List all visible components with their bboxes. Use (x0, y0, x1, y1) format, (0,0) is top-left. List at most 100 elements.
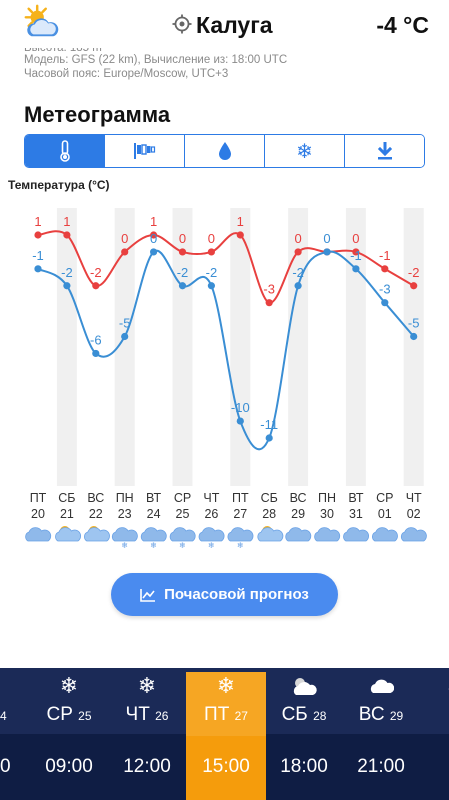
hourly-strip-item[interactable]: П 00 (419, 668, 449, 800)
cloud-icon (343, 527, 370, 542)
max-temperature-label: -1 (379, 248, 391, 263)
snowflake-icon: ❄ (237, 541, 244, 550)
download-icon (377, 142, 392, 160)
max-temperature-point (121, 248, 129, 256)
day-label: ВС (87, 491, 104, 505)
min-temperature-point (34, 265, 42, 273)
hourly-day-name: ПТ (204, 704, 230, 725)
hourly-weather-icon: ❄ (29, 673, 109, 699)
hourly-strip: 24 00 ❄ СР 25 09:00 ❄ ЧТ 26 12:00 ❄ ПТ 27 15:00 СБ … (0, 668, 449, 800)
app-header: Калуга -4 °C (0, 0, 449, 50)
model-info: Высота: 185 m Модель: GFS (22 km), Вычис… (24, 48, 287, 81)
hourly-day-date: 25 (78, 709, 92, 723)
hourly-strip-item[interactable]: 24 00 (0, 668, 40, 800)
min-temperature-label: -2 (61, 265, 73, 280)
min-temperature-point (178, 282, 187, 290)
hourly-day-name: ЧТ (125, 704, 150, 725)
max-temperature-point (294, 248, 302, 256)
meteogram-tabs: ❄ (24, 134, 425, 168)
day-band (230, 208, 251, 486)
snowflake-icon: ❄ (208, 541, 215, 550)
date-label: 24 (147, 507, 161, 521)
min-temperature-point (207, 282, 215, 290)
max-temperature-label: 0 (121, 231, 128, 246)
snow-cloud-icon (140, 527, 167, 542)
city-name[interactable]: Калуга (196, 12, 273, 38)
sun-cloud-icon (293, 678, 317, 695)
tab-download[interactable] (345, 135, 424, 167)
hourly-strip-item[interactable]: ❄ СР 25 09:00 (29, 668, 109, 800)
date-label: 26 (204, 507, 218, 521)
min-temperature-point (92, 349, 100, 358)
min-temperature-label: 0 (323, 231, 330, 246)
day-band (56, 208, 77, 486)
max-temperature-line (37, 230, 415, 304)
hourly-day-label: ПТ 27 (186, 704, 266, 726)
snowflake-icon: ❄ (216, 673, 236, 699)
max-temperature-label: -2 (90, 265, 102, 280)
date-label: 21 (60, 507, 74, 521)
snow-cloud-icon (111, 527, 138, 542)
model-text: Модель: GFS (22 km), Вычисление из: 18:0… (24, 54, 288, 66)
tab-precipitation[interactable] (185, 135, 265, 167)
min-temperature-label: -10 (231, 400, 250, 415)
min-temperature-point (265, 434, 273, 442)
min-temperature-label: -5 (119, 316, 131, 331)
thermometer-icon (59, 140, 70, 162)
day-band (172, 208, 193, 486)
day-label: ВТ (146, 491, 162, 505)
cloud-icon (370, 679, 394, 693)
sun-cloud-icon (55, 527, 82, 542)
min-temperature-label: -5 (408, 316, 420, 331)
date-label: 01 (378, 507, 392, 521)
chart-title: Температура (°C) (8, 178, 110, 192)
hourly-day-date: 24 (0, 709, 7, 723)
min-temperature-label: -2 (177, 265, 189, 280)
day-label: ПТ (232, 491, 249, 505)
hourly-weather-icon (341, 674, 421, 698)
max-temperature-point (178, 248, 187, 256)
min-temperature-label: -3 (379, 282, 391, 297)
sun-cloud-icon (24, 4, 59, 37)
tab-snow[interactable]: ❄ (265, 135, 345, 167)
tab-temperature[interactable] (25, 135, 105, 167)
min-temperature-line (37, 249, 415, 451)
hourly-day-date: 29 (389, 709, 404, 723)
location-target-icon[interactable] (172, 14, 192, 34)
date-label: 02 (407, 507, 421, 521)
day-label: ВТ (348, 491, 364, 505)
day-band (288, 208, 309, 486)
max-temperature-label: -3 (263, 282, 275, 297)
min-temperature-label: -2 (206, 265, 218, 280)
hourly-day-label: П (419, 704, 449, 726)
min-temperature-point (352, 265, 360, 273)
max-temperature-point (150, 231, 158, 239)
date-label: 28 (262, 507, 276, 521)
hourly-strip-item[interactable]: СБ 28 18:00 (264, 668, 344, 800)
hourly-strip-item[interactable]: ВС 29 21:00 (341, 668, 421, 800)
date-label: 29 (291, 507, 305, 521)
wind-icon (133, 143, 155, 159)
min-temperature-point (121, 332, 129, 341)
max-temperature-point (207, 248, 215, 256)
hourly-weather-icon: ❄ (186, 673, 266, 699)
hourly-time-label: 18:00 (280, 756, 328, 777)
min-temperature-label: -1 (32, 248, 44, 263)
min-temperature-point (236, 417, 244, 425)
hourly-strip-item[interactable]: ❄ ПТ 27 15:00 (186, 668, 266, 800)
timezone-text: Часовой пояс: Europe/Moscow, UTC+3 (24, 67, 229, 80)
min-temperature-label: 0 (150, 231, 157, 246)
hourly-forecast-button[interactable]: Почасовой прогноз (111, 573, 338, 616)
max-temperature-point (34, 231, 42, 239)
chart-line-icon (140, 588, 156, 602)
day-band (114, 208, 135, 486)
hourly-forecast-label: Почасовой прогноз (164, 586, 309, 603)
snowflake-icon: ❄ (59, 673, 79, 699)
date-label: 27 (233, 507, 247, 521)
day-label: ПТ (30, 491, 47, 505)
hourly-strip-item[interactable]: ❄ ЧТ 26 12:00 (107, 668, 187, 800)
tab-wind[interactable] (105, 135, 185, 167)
date-label: 22 (89, 507, 103, 521)
section-title: Метеограмма (24, 102, 171, 127)
max-temperature-label: 1 (34, 214, 41, 229)
